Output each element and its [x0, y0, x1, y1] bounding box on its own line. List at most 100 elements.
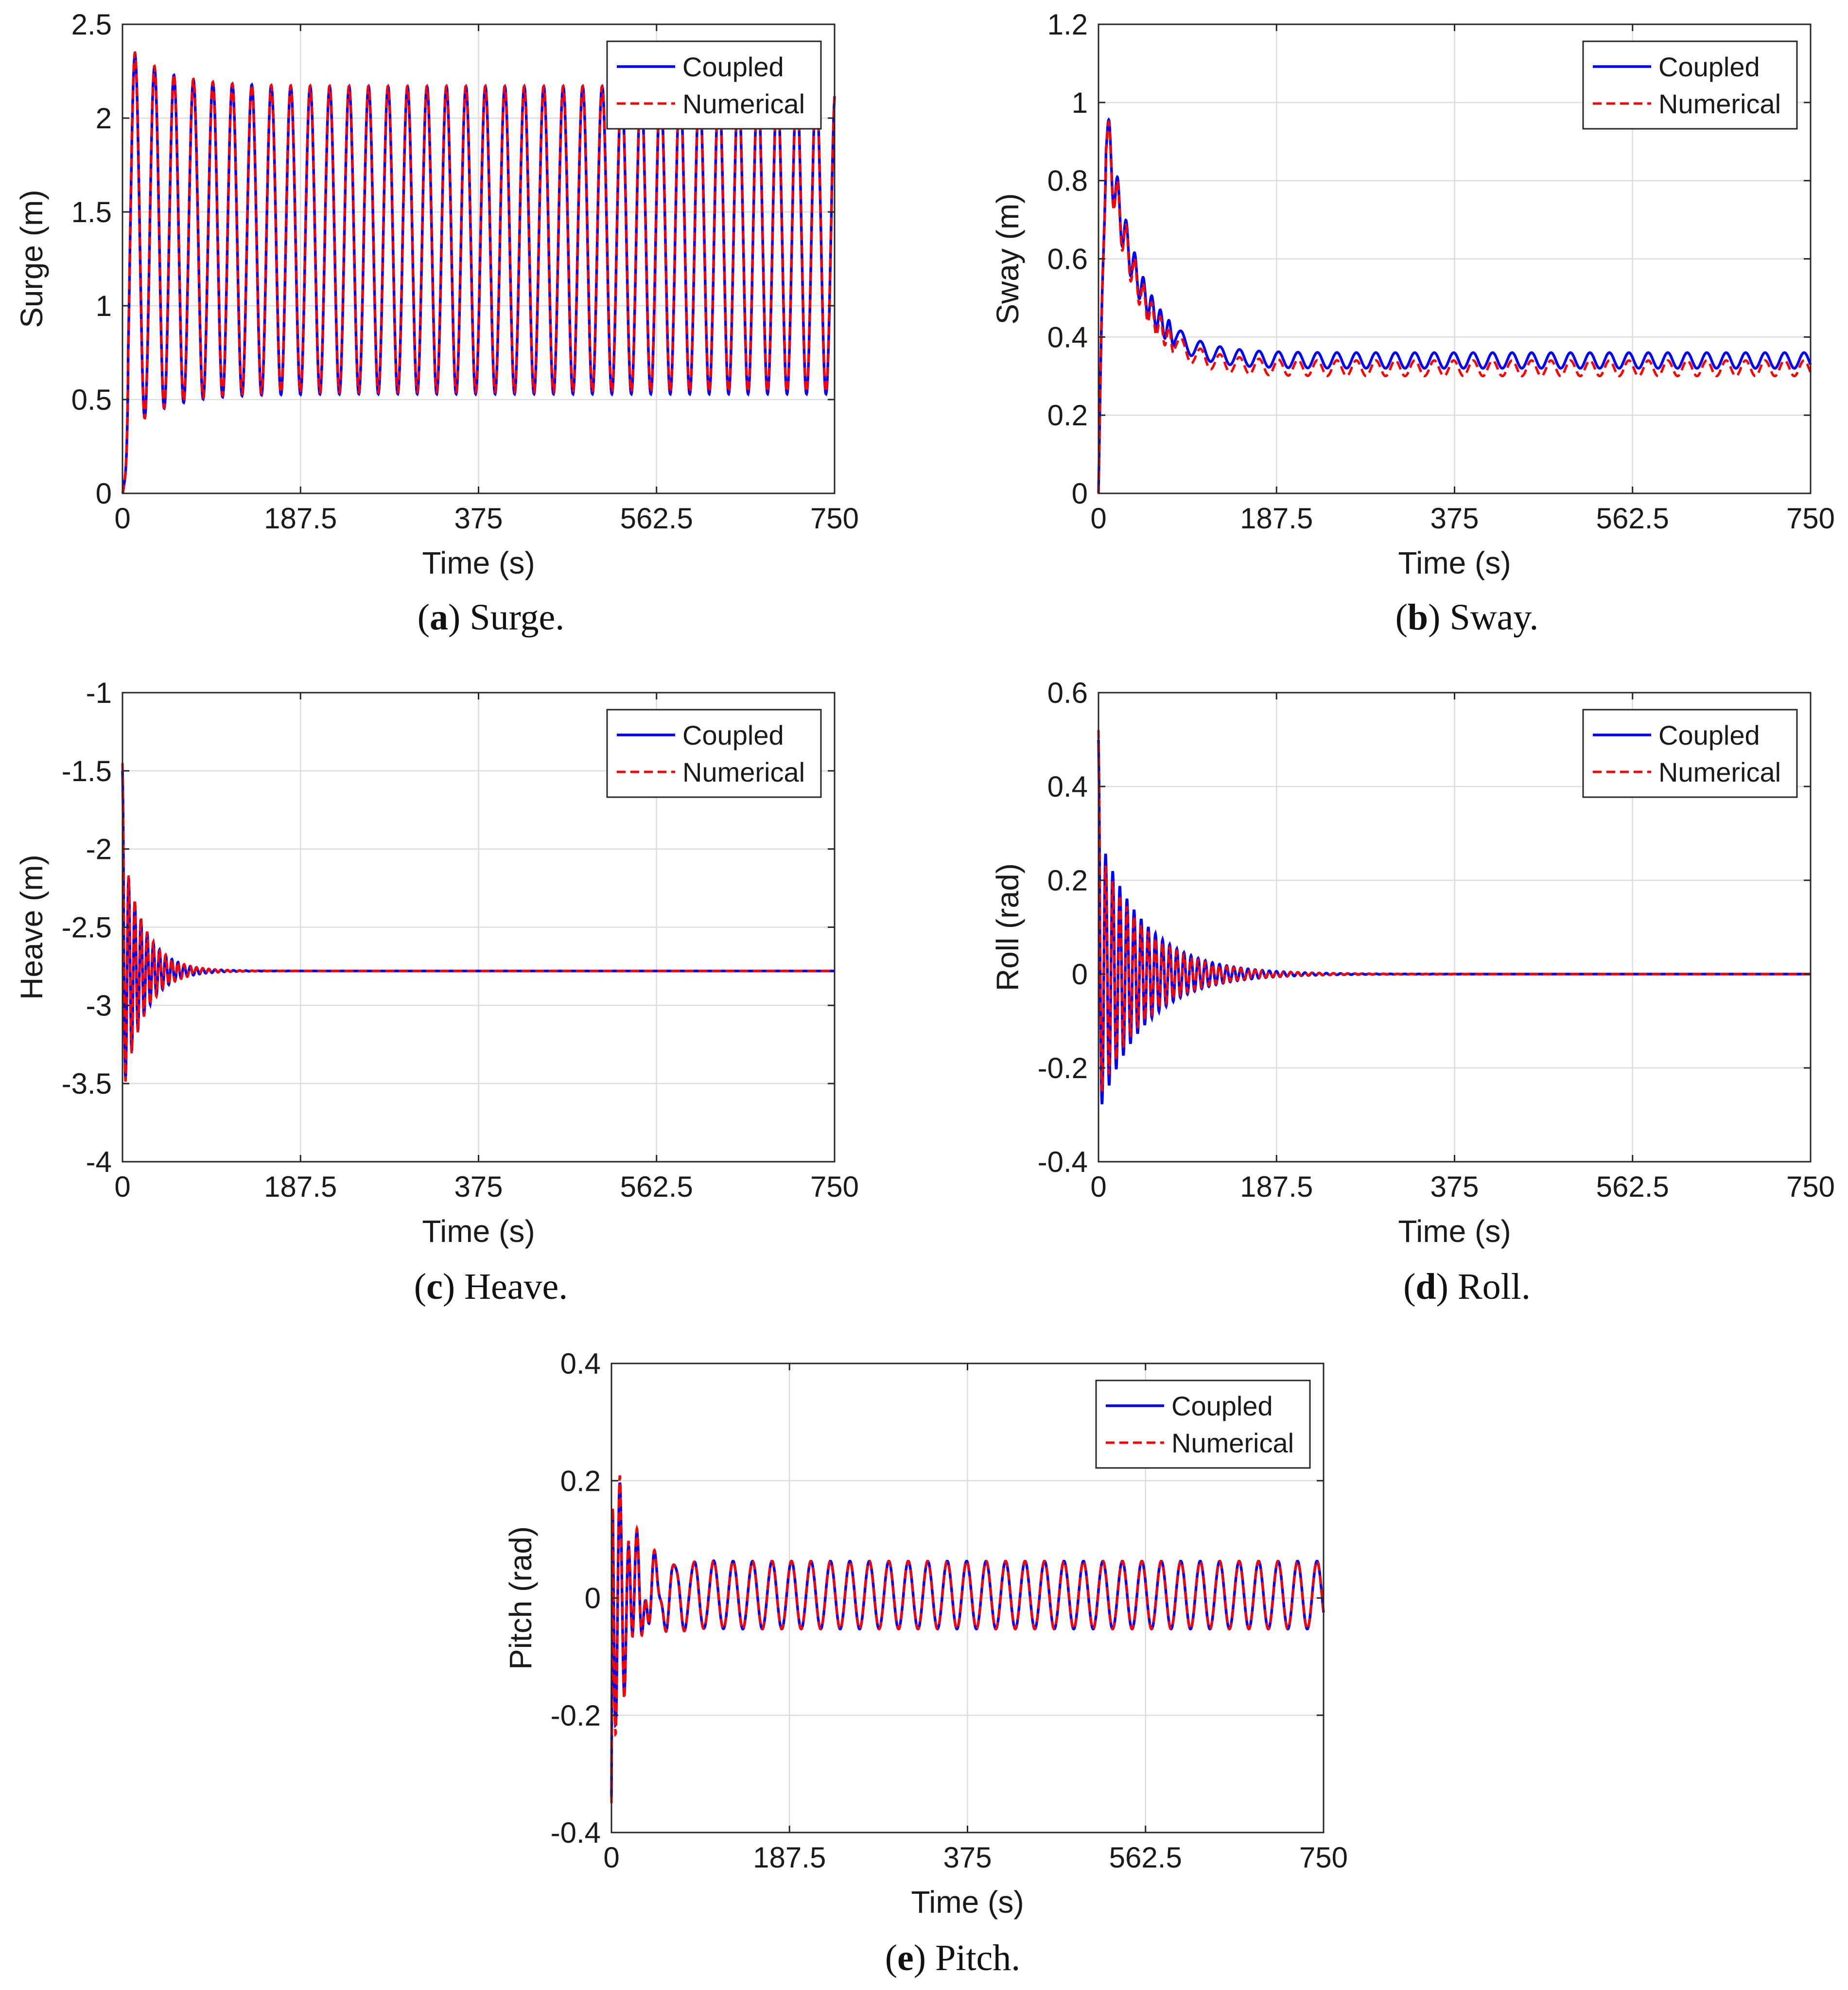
y-tick-label: 0.2 [560, 1465, 601, 1497]
y-tick-label: 1 [96, 290, 112, 322]
legend: Coupled Numerical [1095, 1379, 1311, 1469]
x-tick-label: 750 [1299, 1841, 1348, 1874]
caption-open-paren: ( [414, 1266, 426, 1307]
y-axis-label: Pitch (rad) [503, 1526, 538, 1670]
panel-caption: (a) Surge. [418, 597, 565, 638]
caption-close-paren: ) [914, 1938, 926, 1978]
chart-panel-b: 0 187.5 375 562.5 750 0 0.2 0.4 0.6 0.8 1 1.2 Time (… [990, 8, 1835, 638]
x-tick-label: 0 [114, 1170, 130, 1203]
x-tick-label: 187.5 [1240, 1170, 1313, 1203]
caption-close-paren: ) [448, 597, 460, 638]
y-tick-label: 0 [1072, 477, 1088, 510]
x-axis-label: Time (s) [1398, 545, 1511, 580]
y-tick-label: 1.5 [71, 196, 112, 228]
y-tick-label: -2 [86, 833, 112, 866]
panel-caption: (c) Heave. [414, 1266, 568, 1307]
x-tick-label: 562.5 [1109, 1841, 1182, 1874]
y-tick-label: -0.2 [1038, 1052, 1088, 1084]
y-tick-label: -1 [86, 677, 112, 709]
caption-letter: c [426, 1266, 443, 1307]
y-tick-label: -4 [86, 1146, 112, 1178]
x-tick-label: 187.5 [264, 1170, 337, 1203]
x-tick-label: 750 [1786, 1170, 1835, 1203]
legend-box [1582, 709, 1798, 798]
x-tick-label: 0 [603, 1841, 619, 1874]
legend-label-coupled: Coupled [1171, 1391, 1273, 1421]
y-tick-label: -2.5 [62, 911, 112, 944]
caption-letter: b [1408, 597, 1428, 638]
x-tick-label: 750 [810, 502, 859, 535]
legend-label-numerical: Numerical [682, 757, 805, 787]
y-tick-label: -0.4 [1038, 1146, 1088, 1178]
panel-caption: (e) Pitch. [885, 1938, 1021, 1978]
y-tick-label: 0.2 [1047, 864, 1088, 897]
y-tick-label: -3 [86, 989, 112, 1022]
y-tick-label: 0.6 [1047, 677, 1088, 709]
chart-panel-e: 0 187.5 375 562.5 750 -0.4 -0.2 0 0.2 0.4 Time (s)… [503, 1347, 1348, 1978]
series-line-numerical [1097, 730, 1811, 1092]
y-tick-label: 1.2 [1047, 8, 1088, 41]
legend-label-numerical: Numerical [682, 88, 805, 119]
legend-label-coupled: Coupled [682, 720, 784, 751]
x-axis-label: Time (s) [1398, 1214, 1511, 1249]
y-axis-label: Sway (m) [990, 193, 1025, 324]
legend: Coupled Numerical [1582, 40, 1798, 130]
series-line-numerical [121, 51, 836, 494]
panel-caption: (d) Roll. [1403, 1266, 1531, 1307]
legend-label-coupled: Coupled [682, 52, 784, 82]
caption-open-paren: ( [418, 597, 430, 638]
x-tick-label: 187.5 [264, 502, 337, 535]
y-tick-label: 0 [1072, 958, 1088, 991]
chart-panel-a: 0 187.5 375 562.5 750 0 0.5 1 1.5 2 2.5 Time (s) Sur… [14, 8, 859, 638]
caption-letter: d [1415, 1266, 1436, 1307]
caption-open-paren: ( [885, 1938, 897, 1978]
x-tick-label: 562.5 [620, 1170, 693, 1203]
legend: Coupled Numerical [1582, 709, 1798, 798]
y-tick-label: 0 [96, 477, 112, 510]
series-line-numerical [1097, 120, 1812, 494]
y-tick-label: -3.5 [62, 1067, 112, 1100]
caption-open-paren: ( [1395, 597, 1408, 638]
y-tick-label: 0 [585, 1582, 601, 1615]
y-tick-label: 2.5 [71, 8, 112, 41]
legend: Coupled Numerical [606, 40, 822, 130]
x-tick-label: 187.5 [753, 1841, 826, 1874]
x-tick-label: 187.5 [1240, 502, 1313, 535]
x-tick-label: 375 [454, 1170, 503, 1203]
series-line-coupled [1097, 117, 1812, 494]
legend-label-numerical: Numerical [1171, 1428, 1294, 1458]
y-tick-label: 0.4 [1047, 321, 1088, 353]
y-tick-label: -0.4 [551, 1816, 601, 1849]
caption-text: Sway. [1440, 597, 1538, 638]
x-tick-label: 0 [1090, 1170, 1106, 1203]
legend-label-coupled: Coupled [1658, 52, 1760, 82]
x-tick-label: 0 [1090, 502, 1106, 535]
y-axis-label: Heave (m) [14, 855, 49, 1000]
y-tick-label: -0.2 [551, 1699, 601, 1732]
series-line-numerical [121, 763, 835, 1082]
x-tick-label: 375 [1430, 1170, 1479, 1203]
caption-text: Surge. [460, 597, 564, 638]
x-tick-label: 375 [943, 1841, 992, 1874]
chart-panel-c: 0 187.5 375 562.5 750 -4 -3.5 -3 -2.5 -2 -1.5 -1 Tim… [14, 677, 859, 1307]
y-tick-label: -1.5 [62, 755, 112, 787]
legend-box [1582, 40, 1798, 130]
legend-label-numerical: Numerical [1658, 757, 1781, 787]
panel-caption: (b) Sway. [1395, 597, 1539, 638]
x-tick-label: 375 [454, 502, 503, 535]
legend-box [606, 40, 822, 130]
y-tick-label: 0.4 [1047, 770, 1088, 803]
y-tick-label: 1 [1072, 87, 1088, 119]
caption-text: Pitch. [926, 1938, 1020, 1978]
caption-close-paren: ) [1428, 597, 1440, 638]
y-tick-label: 0.4 [560, 1347, 601, 1380]
x-tick-label: 562.5 [620, 502, 693, 535]
x-axis-label: Time (s) [911, 1885, 1024, 1920]
y-tick-label: 2 [96, 102, 112, 135]
chart-panel-d: 0 187.5 375 562.5 750 -0.4 -0.2 0 0.2 0.4 0.6 Time … [990, 677, 1835, 1307]
y-tick-label: 0.6 [1047, 243, 1088, 276]
caption-open-paren: ( [1403, 1266, 1415, 1307]
caption-text: Heave. [455, 1266, 568, 1307]
legend-box [606, 709, 822, 798]
